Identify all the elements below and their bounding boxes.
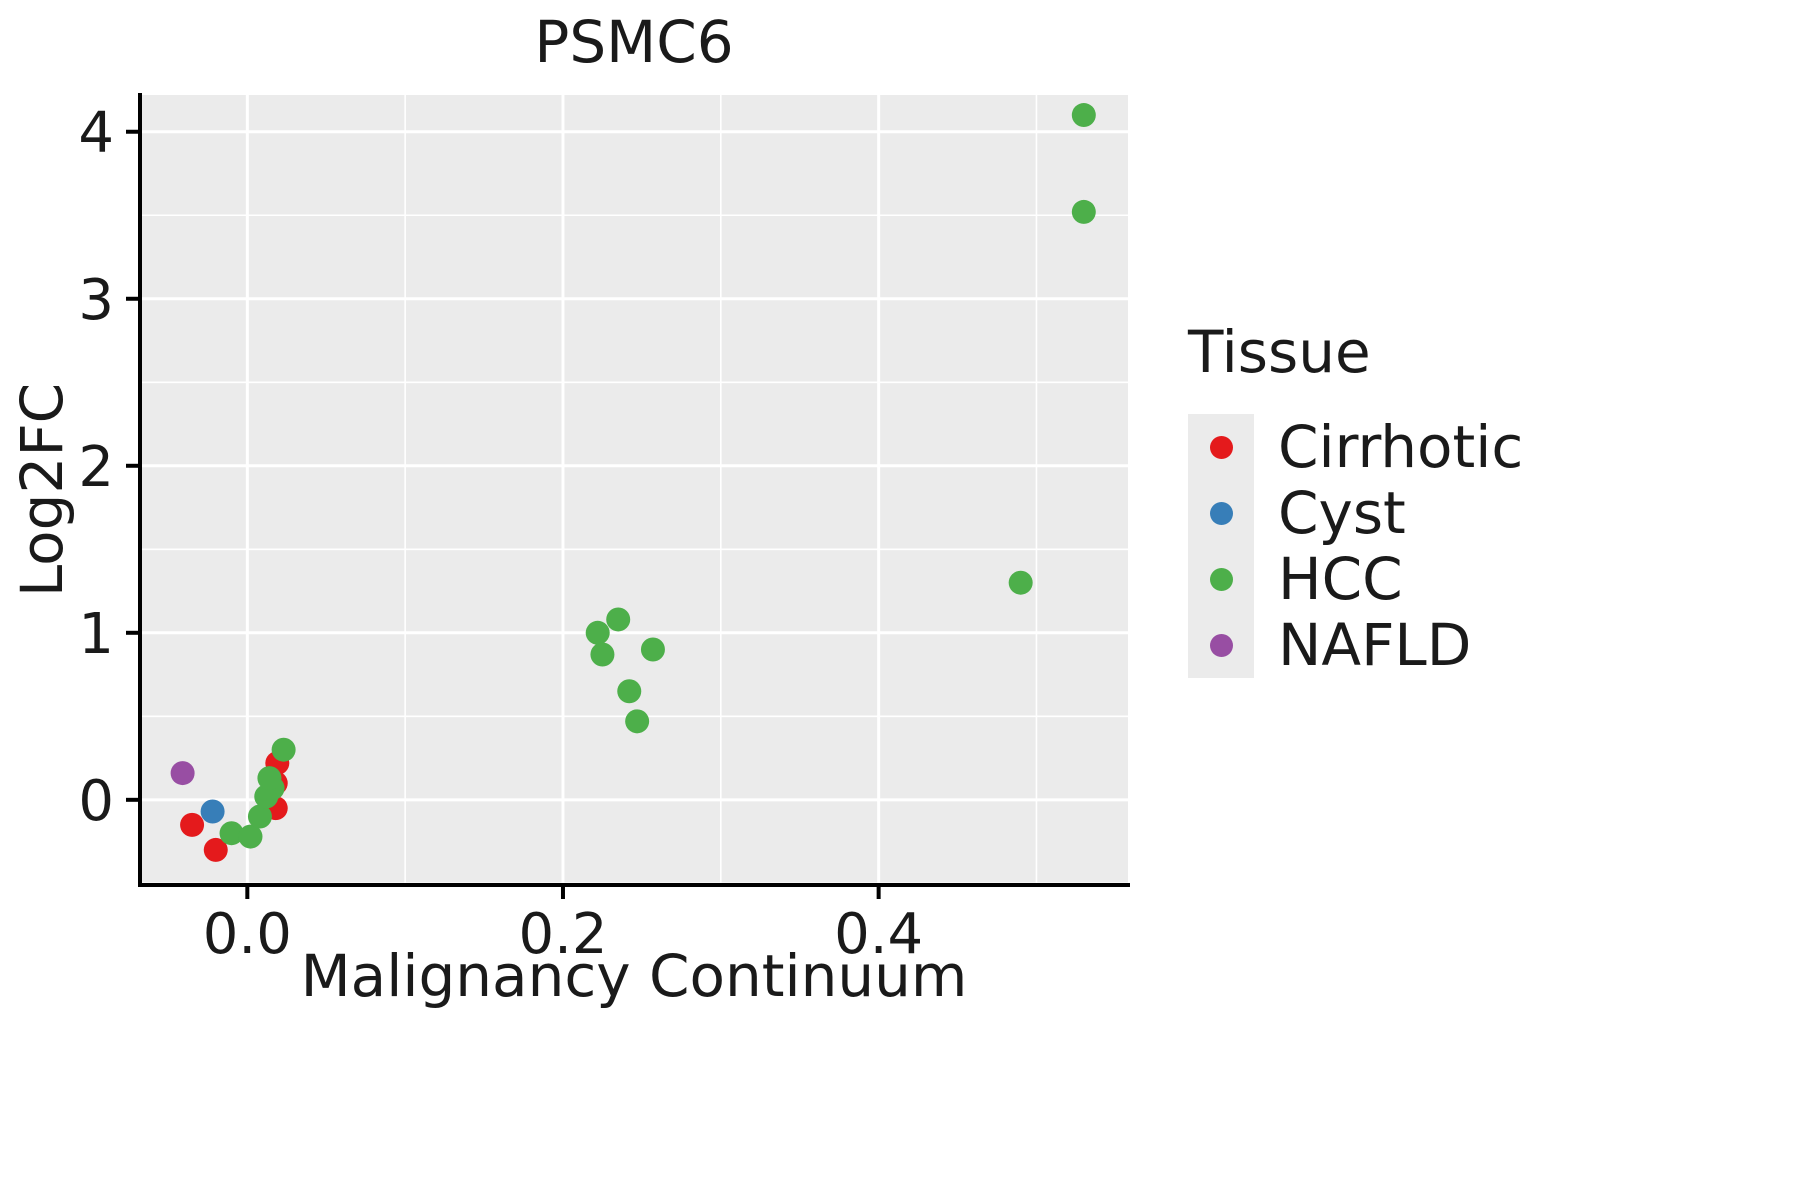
legend-key xyxy=(1188,546,1254,612)
y-tick-label: 4 xyxy=(78,101,114,166)
legend: Tissue Cirrhotic Cyst HCC NAFLD xyxy=(1188,318,1524,679)
legend-item-cyst: Cyst xyxy=(1188,479,1523,547)
data-point-hcc xyxy=(257,766,282,791)
data-point-hcc xyxy=(238,824,263,849)
legend-item-hcc: HCC xyxy=(1188,545,1523,613)
legend-item-cirrhotic: Cirrhotic xyxy=(1188,413,1524,481)
y-tick-label: 1 xyxy=(78,602,114,667)
y-tick-label: 3 xyxy=(78,268,114,333)
axis-lines xyxy=(138,93,1130,887)
data-point-cyst xyxy=(200,799,225,824)
data-point-cirrhotic xyxy=(203,837,228,862)
data-point-hcc xyxy=(1071,103,1096,128)
legend-dot-icon xyxy=(1209,567,1233,591)
data-point-hcc xyxy=(585,620,610,645)
data-point-hcc xyxy=(590,642,615,667)
legend-dot-icon xyxy=(1209,435,1233,459)
y-tick-label: 0 xyxy=(78,769,114,834)
tick-marks xyxy=(126,129,881,899)
data-point-hcc xyxy=(606,607,631,632)
legend-title: Tissue xyxy=(1188,318,1371,386)
legend-key xyxy=(1188,480,1254,546)
legend-dot-icon xyxy=(1209,633,1233,657)
major-gridlines xyxy=(140,95,1128,885)
data-point-hcc xyxy=(625,709,650,734)
y-tick-label: 2 xyxy=(78,435,114,500)
data-points xyxy=(170,103,1096,862)
legend-label: Cyst xyxy=(1278,479,1406,547)
legend-item-nafld: NAFLD xyxy=(1188,611,1523,679)
legend-label: NAFLD xyxy=(1278,611,1472,679)
x-tick-label: 0.0 xyxy=(203,902,292,967)
x-tick-label: 0.4 xyxy=(834,902,923,967)
x-tick-label: 0.2 xyxy=(518,902,607,967)
data-point-nafld xyxy=(170,761,195,786)
data-point-hcc xyxy=(219,821,244,846)
data-point-hcc xyxy=(1071,199,1096,224)
plot-panel xyxy=(140,95,1128,885)
data-point-hcc xyxy=(640,637,665,662)
x-axis-label: Malignancy Continuum xyxy=(300,942,968,1010)
legend-label: Cirrhotic xyxy=(1278,413,1524,481)
legend-key xyxy=(1188,414,1254,480)
data-point-cirrhotic xyxy=(180,812,205,837)
data-point-hcc xyxy=(271,737,296,762)
data-point-hcc xyxy=(1008,570,1033,595)
legend-label: HCC xyxy=(1278,545,1403,613)
legend-key xyxy=(1188,612,1254,678)
chart-title: PSMC6 xyxy=(534,8,734,76)
legend-items: Cirrhotic Cyst HCC NAFLD xyxy=(1188,413,1524,679)
legend-dot-icon xyxy=(1209,501,1233,525)
data-point-hcc xyxy=(617,679,642,704)
data-point-hcc xyxy=(247,804,272,829)
tick-labels: 0.0 0.2 0.4 0 1 2 3 4 xyxy=(78,101,923,967)
